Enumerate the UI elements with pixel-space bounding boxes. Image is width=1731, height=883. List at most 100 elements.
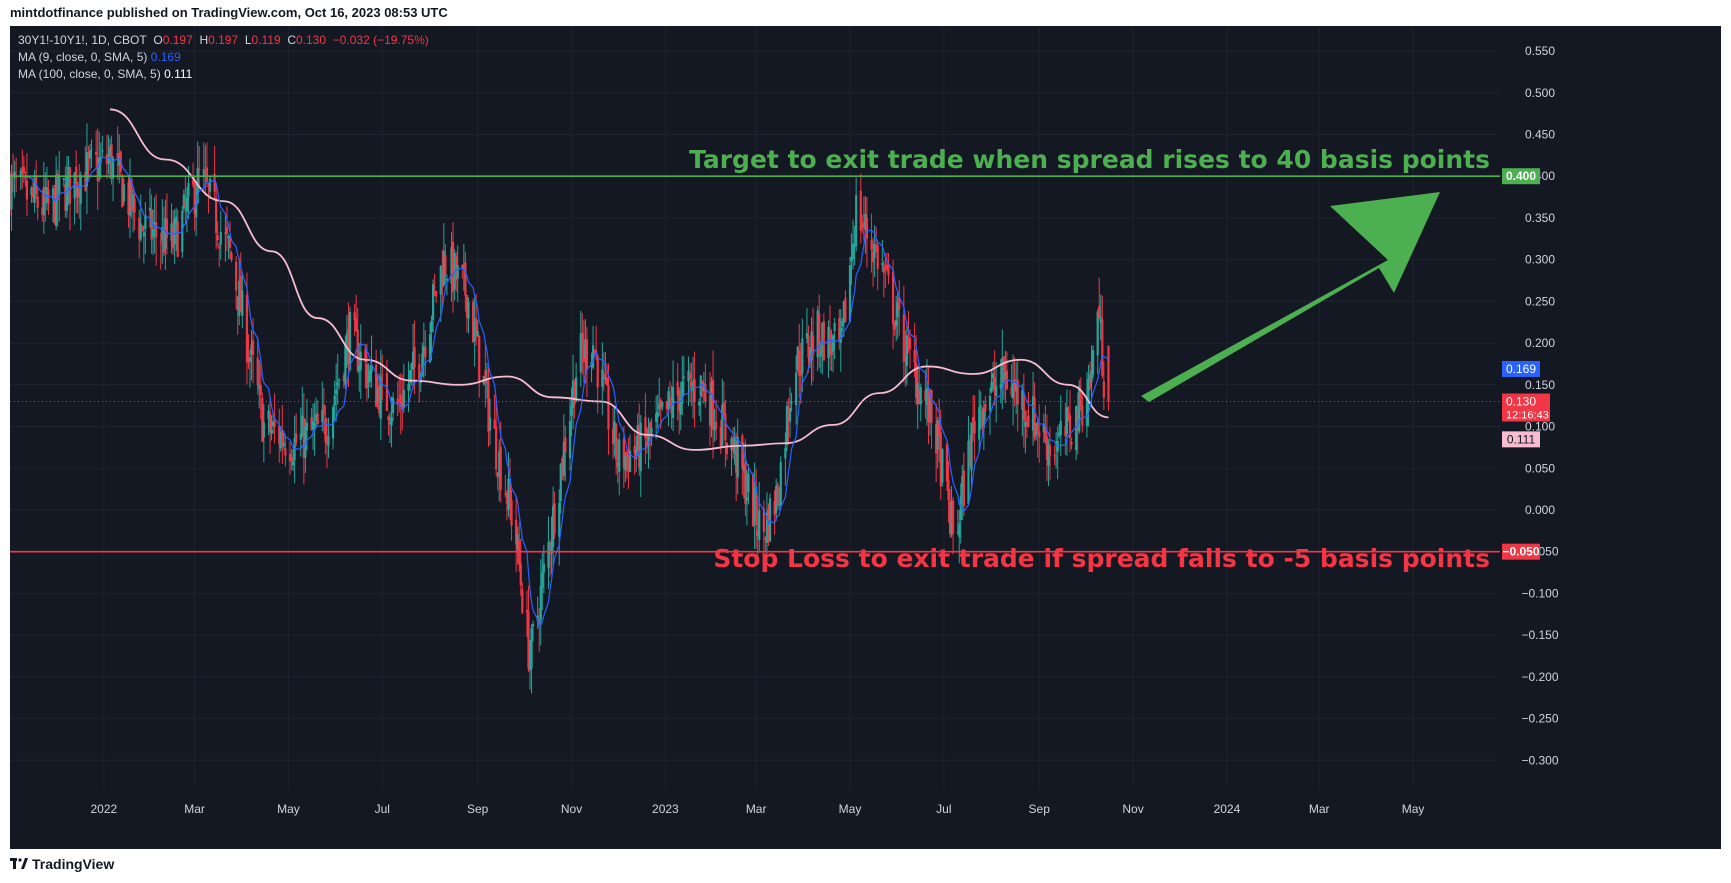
candle-body bbox=[421, 353, 424, 377]
candle-body bbox=[399, 394, 402, 407]
ma100-row[interactable]: MA (100, close, 0, SMA, 5) 0.111 bbox=[18, 66, 429, 83]
candle-body bbox=[1101, 319, 1104, 376]
candle-body bbox=[13, 171, 16, 178]
y-tick-label: 0.050 bbox=[1525, 461, 1555, 475]
candle-body bbox=[956, 531, 959, 533]
candle-body bbox=[948, 500, 952, 534]
candle-body bbox=[819, 351, 822, 357]
candle-body bbox=[107, 157, 110, 164]
candle-body bbox=[498, 451, 501, 477]
candle-body bbox=[1053, 455, 1056, 457]
candle-body bbox=[807, 335, 810, 358]
candle-body bbox=[655, 413, 658, 422]
candle-body bbox=[410, 363, 413, 370]
candle-body bbox=[628, 451, 632, 473]
candle-body bbox=[1035, 422, 1038, 435]
candle-body bbox=[676, 381, 679, 396]
candle-body bbox=[31, 187, 35, 198]
candle-body bbox=[561, 458, 564, 474]
candle-body bbox=[916, 383, 919, 404]
candle-body bbox=[679, 398, 682, 415]
candle-body bbox=[591, 345, 595, 368]
ma9-row[interactable]: MA (9, close, 0, SMA, 5) 0.169 bbox=[18, 49, 429, 66]
target-level-tag bbox=[1502, 168, 1540, 185]
candle-body bbox=[184, 200, 187, 207]
candle-body bbox=[75, 166, 78, 194]
candle-body bbox=[542, 563, 545, 573]
footer-brand[interactable]: TradingView bbox=[10, 856, 114, 872]
candle-body bbox=[790, 401, 793, 404]
candle-body bbox=[245, 294, 249, 363]
candle-body bbox=[442, 250, 445, 286]
candle-body bbox=[390, 417, 393, 426]
candle-body bbox=[730, 438, 733, 451]
candle-body bbox=[865, 217, 869, 239]
candle-body bbox=[724, 413, 727, 441]
candle-body bbox=[44, 186, 47, 202]
candle-body bbox=[450, 247, 453, 284]
candle-body bbox=[378, 386, 381, 414]
y-tick-label: −0.250 bbox=[1521, 712, 1558, 726]
candle-body bbox=[541, 572, 544, 588]
candle-body bbox=[753, 487, 756, 523]
candle-body bbox=[710, 382, 713, 427]
candle-body bbox=[216, 235, 219, 241]
candle-body bbox=[636, 424, 639, 451]
candle-body bbox=[575, 377, 578, 402]
candle-body bbox=[367, 376, 370, 383]
x-tick-label: May bbox=[277, 802, 300, 816]
candle-body bbox=[148, 207, 152, 211]
candle-body bbox=[510, 500, 513, 526]
candle-body bbox=[871, 251, 875, 263]
candle-body bbox=[387, 416, 390, 421]
candle-body bbox=[585, 338, 589, 370]
candle-body bbox=[108, 146, 112, 164]
candle-body bbox=[299, 433, 302, 440]
candle-body bbox=[36, 196, 39, 209]
candle-body bbox=[1045, 436, 1049, 461]
candle-body bbox=[270, 429, 273, 434]
candle-body bbox=[85, 152, 89, 187]
chart-panel[interactable]: Target to exit trade when spread rises t… bbox=[10, 26, 1721, 849]
candle-body bbox=[205, 167, 209, 182]
y-tick-label: 0.100 bbox=[1525, 420, 1555, 434]
candle-body bbox=[767, 509, 770, 541]
candle-body bbox=[941, 449, 944, 483]
candle-body bbox=[539, 585, 542, 621]
candle-body bbox=[324, 418, 327, 442]
candle-body bbox=[336, 382, 339, 386]
axes-layer: 0.550 0.500 0.450 0.400 0.350 0.300 0.250 0.200… bbox=[10, 26, 1721, 849]
candle-body bbox=[282, 442, 285, 447]
candle-body bbox=[904, 355, 907, 362]
candle-body bbox=[41, 207, 44, 215]
candle-body bbox=[1079, 391, 1082, 407]
candle-body bbox=[855, 195, 858, 247]
candle-body bbox=[51, 188, 55, 199]
candle-body bbox=[248, 357, 252, 363]
candle-body bbox=[1002, 356, 1005, 382]
candle-body bbox=[1075, 406, 1078, 451]
candle-body bbox=[488, 417, 492, 431]
candle-body bbox=[690, 381, 693, 388]
candle-body bbox=[991, 373, 995, 379]
price-chart[interactable]: Target to exit trade when spread rises t… bbox=[10, 26, 1721, 849]
candle-body bbox=[905, 335, 909, 366]
candle-body bbox=[355, 317, 358, 332]
candle-body bbox=[913, 349, 916, 363]
candle-body bbox=[558, 502, 561, 537]
candle-body bbox=[818, 313, 821, 354]
candle-body bbox=[925, 388, 929, 405]
candle-body bbox=[859, 190, 862, 231]
candle-body bbox=[821, 322, 824, 352]
low-label: L bbox=[244, 33, 252, 47]
candle-body bbox=[951, 500, 955, 534]
candle-body bbox=[73, 172, 76, 199]
candle-body bbox=[648, 422, 652, 435]
candle-body bbox=[850, 256, 853, 262]
candle-body bbox=[68, 167, 72, 204]
symbol-label: 30Y1!-10Y1!, 1D, CBOT bbox=[18, 33, 147, 47]
candle-body bbox=[616, 461, 619, 468]
candle-body bbox=[391, 397, 395, 414]
y-tick-label: −0.200 bbox=[1521, 670, 1558, 684]
footer-brand-label: TradingView bbox=[32, 856, 115, 872]
